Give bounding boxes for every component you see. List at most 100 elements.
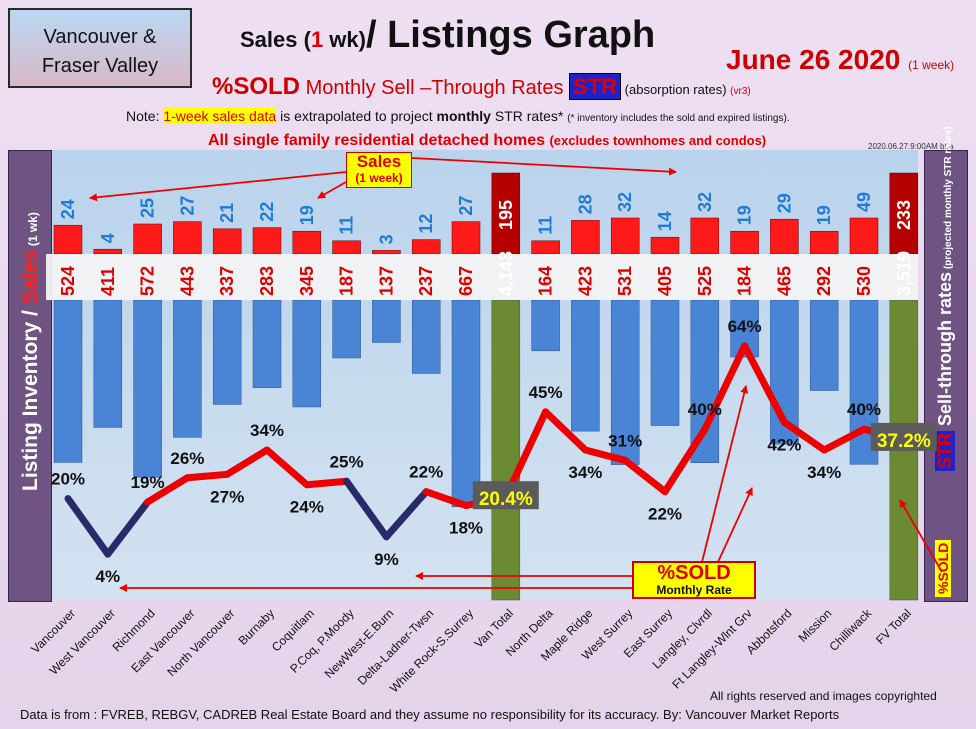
sales-value-label: 3	[376, 234, 396, 244]
sold-value-label: 34%	[250, 421, 284, 440]
sold-value-label: 40%	[847, 400, 881, 419]
scope-small: (excludes townhomes and condos)	[549, 133, 767, 148]
inventory-bar	[809, 299, 839, 391]
sales-callout-bottom: (1 week)	[355, 171, 403, 185]
sold-arrow-up-2	[717, 487, 753, 563]
sold-arrow-right	[899, 499, 943, 573]
date-small: (1 week)	[908, 58, 955, 72]
inventory-value-label: 187	[337, 266, 357, 296]
sales-value-label: 11	[536, 216, 556, 235]
inventory-value-label: 524	[58, 266, 78, 296]
inventory-bar	[610, 299, 640, 465]
sales-bar	[849, 217, 879, 255]
sold-callout-bottom: Monthly Rate	[656, 583, 732, 597]
subtitle-version: (vr3)	[730, 86, 751, 97]
sold-value-label: 34%	[568, 463, 602, 482]
sales-value-label: 29	[774, 193, 794, 213]
category-label: Mission	[796, 606, 835, 645]
sales-value-label: 19	[814, 205, 834, 225]
sold-total-badge	[870, 422, 937, 451]
inventory-value-label: 184	[735, 266, 755, 296]
inventory-bar	[53, 299, 83, 463]
sales-arrow-mid	[317, 181, 347, 199]
sold-value-label: 40%	[688, 400, 722, 419]
sold-value-label: 18%	[449, 519, 483, 538]
sales-value-label: 12	[416, 214, 436, 234]
sold-value-label: 27%	[210, 487, 244, 506]
category-label: NewWest-E.Burn	[322, 606, 397, 681]
inventory-value-label: 411	[98, 267, 118, 296]
sales-arrow-left	[89, 171, 347, 202]
sold-value-label: 42%	[767, 435, 801, 454]
sales-value-label: 27	[177, 196, 197, 216]
note-mid: is extrapolated to project	[276, 108, 437, 124]
callout-arrows	[89, 157, 943, 592]
inventory-bar	[372, 299, 401, 343]
chart-subtitle: %SOLD Monthly Sell –Through Rates STR (a…	[212, 73, 751, 101]
sold-total-label: 37.2%	[877, 431, 931, 452]
strip-background	[46, 254, 918, 300]
subtitle-absorption: (absorption rates)	[621, 82, 731, 97]
sales-bar	[491, 172, 521, 255]
timestamp: 2020.06.27.9:00AM b5a	[868, 142, 954, 151]
inventory-bar	[133, 299, 162, 478]
sales-value-label: 21	[217, 203, 237, 223]
sold-line-segment	[104, 498, 152, 558]
sold-value-label: 22%	[648, 505, 682, 524]
sold-value-label: 22%	[409, 463, 443, 482]
note-highlight: 1-week sales data	[163, 108, 277, 124]
sold-line-segment	[422, 488, 470, 510]
sales-bar	[133, 223, 162, 255]
subtitle-sold: %SOLD	[212, 73, 301, 100]
sold-value-label: 9%	[374, 550, 399, 569]
sales-callout-top: Sales	[356, 152, 402, 171]
region-box: Vancouver & Fraser Valley	[8, 8, 192, 88]
sales-bar	[252, 227, 282, 255]
sold-callout-top: %SOLD	[657, 562, 731, 584]
inventory-value-label: 443	[177, 266, 197, 296]
sales-callout: Sales (1 week)	[346, 152, 412, 188]
chart-date: June 26 2020 (1 week)	[726, 44, 954, 76]
note-bold: monthly	[436, 108, 491, 124]
sales-value-label: 233	[894, 200, 914, 230]
sales-bar	[889, 172, 919, 255]
sales-value-label: 49	[854, 192, 874, 212]
sold-value-label: 26%	[170, 449, 204, 468]
inventory-bar	[411, 299, 441, 374]
inventory-bar	[650, 299, 680, 426]
sales-bar	[770, 218, 799, 255]
inventory-bar	[332, 299, 361, 359]
inventory-bar	[292, 299, 322, 408]
sold-value-label: 20%	[51, 470, 85, 489]
sold-line-segment	[263, 446, 311, 489]
sales-bar	[730, 230, 759, 255]
date-main: June 26 2020	[726, 44, 901, 75]
source-text: Data is from : FVREB, REBGV, CADREB Real…	[20, 707, 840, 722]
sales-bar	[173, 221, 202, 255]
inventory-value-label: 3,519	[894, 251, 914, 296]
inventory-value-label: 345	[297, 266, 317, 296]
note-tiny: (* inventory includes the sold and expir…	[567, 113, 790, 124]
chart-note: Note: 1-week sales data is extrapolated …	[126, 108, 790, 124]
sold-value-label: 31%	[608, 431, 642, 450]
note-end: STR rates*	[490, 108, 568, 124]
sold-value-label: 45%	[529, 383, 563, 402]
inventory-value-label: 164	[536, 266, 556, 296]
inventory-bar	[212, 299, 242, 405]
category-label: Ft Langley-Wlnt Grv	[669, 606, 754, 691]
sold-line-segment	[542, 408, 589, 454]
sold-value-label: 25%	[330, 452, 364, 471]
inventory-value-label: 337	[217, 266, 237, 296]
sales-bar	[212, 228, 242, 255]
sales-bar	[571, 220, 600, 255]
category-label: FV Total	[873, 606, 914, 647]
sold-line-segment	[820, 425, 868, 454]
inventory-bar	[491, 299, 521, 601]
sales-bar	[650, 236, 680, 255]
inventory-bar	[93, 299, 123, 428]
inventory-bar	[173, 299, 202, 438]
title-part-1: Sales (	[240, 27, 311, 52]
